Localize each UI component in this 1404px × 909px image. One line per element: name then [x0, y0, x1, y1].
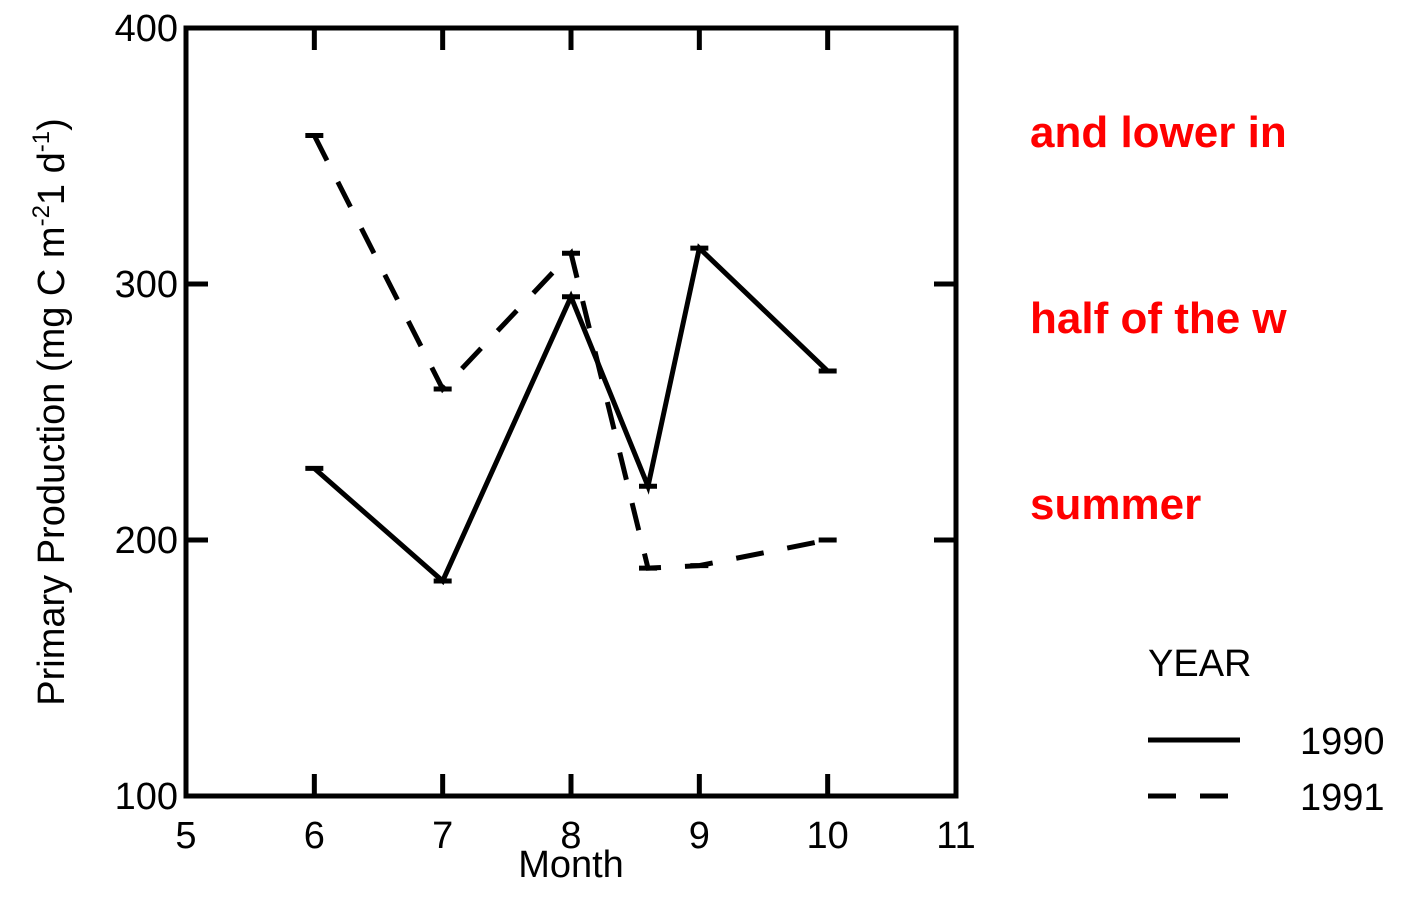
series-line-1990	[312, 243, 830, 586]
x-tick-label: 5	[175, 815, 196, 857]
annotation-line-2: half of the w	[1030, 294, 1287, 343]
legend-label-1990: 1990	[1300, 721, 1385, 763]
annotation-text: and lower in half of the w summer	[1030, 0, 1287, 598]
axis-ticks	[186, 28, 956, 796]
y-axis-label-main: Primary Production (mg C m	[31, 226, 73, 705]
x-tick-label: 7	[432, 815, 453, 857]
y-tick-label: 200	[115, 520, 178, 562]
annotation-line-1: and lower in	[1030, 108, 1287, 157]
y-axis-label: Primary Production (mg C m-21 d-1)	[28, 118, 73, 706]
x-tick-labels: 5 6 7 8 9 10 11	[175, 815, 975, 857]
y-tick-labels: 100 200 300 400	[115, 8, 178, 818]
y-axis-label-sup1: -2	[28, 205, 55, 226]
x-tick-label: 10	[807, 815, 849, 857]
legend: YEAR 1990 1991	[1148, 643, 1385, 819]
legend-title: YEAR	[1148, 643, 1251, 685]
x-tick-label: 8	[560, 815, 581, 857]
x-tick-label: 9	[689, 815, 710, 857]
series-lines	[305, 133, 837, 586]
annotation-line-3: summer	[1030, 480, 1202, 529]
x-tick-label: 11	[936, 815, 975, 857]
x-axis-label: Month	[518, 844, 624, 886]
series-line-1991	[312, 134, 829, 571]
plot-frame	[183, 25, 959, 799]
y-axis-label-mid: 1 d	[31, 152, 73, 205]
y-tick-label: 400	[115, 8, 178, 50]
x-tick-label: 6	[304, 815, 325, 857]
y-tick-label: 100	[115, 776, 178, 818]
y-axis-label-sup2: -1	[28, 131, 55, 152]
y-tick-label: 300	[115, 264, 178, 306]
legend-label-1991: 1991	[1300, 777, 1385, 819]
y-axis-label-end: )	[31, 118, 73, 131]
